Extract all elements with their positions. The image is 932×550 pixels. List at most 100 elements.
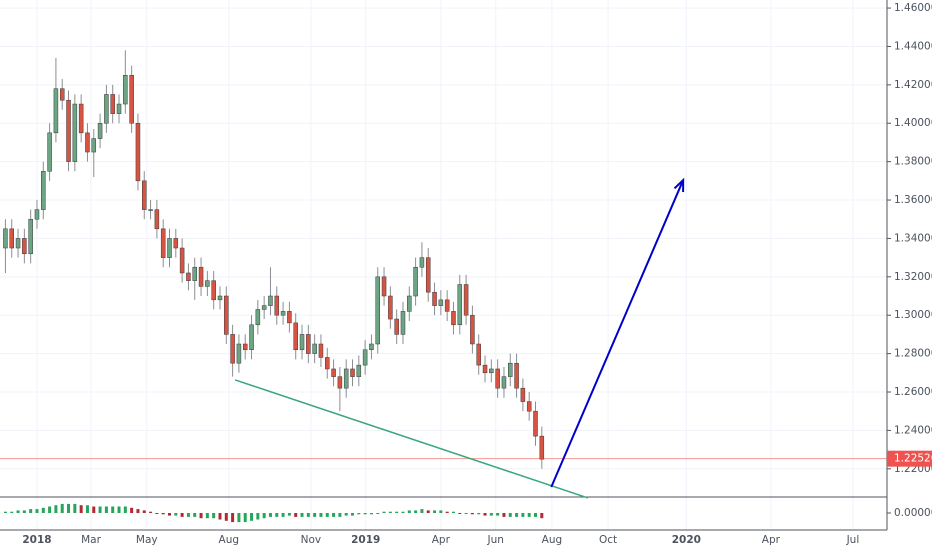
indicator-bar bbox=[262, 513, 266, 519]
indicator-bar bbox=[395, 511, 399, 513]
candle-body bbox=[539, 435, 545, 460]
candle-body bbox=[432, 291, 437, 306]
indicator-bar bbox=[382, 511, 386, 513]
indicator-bar bbox=[73, 503, 77, 513]
indicator-bar bbox=[142, 510, 146, 513]
indicator-bar bbox=[458, 513, 462, 514]
indicator-bar bbox=[3, 511, 7, 513]
candle-body bbox=[85, 132, 90, 153]
candle-body bbox=[34, 209, 40, 220]
candle-body bbox=[413, 266, 418, 297]
x-tick-label: 2020 bbox=[672, 534, 701, 546]
indicator-bar bbox=[117, 506, 121, 513]
indicator-bar bbox=[433, 510, 437, 513]
candle-body bbox=[495, 368, 500, 389]
candle-body bbox=[470, 314, 475, 345]
indicator-bar bbox=[388, 511, 392, 513]
x-tick-label: Apr bbox=[762, 534, 781, 546]
indicator-bar bbox=[10, 511, 14, 513]
candle-body bbox=[482, 364, 488, 374]
candle-body bbox=[457, 284, 463, 326]
candle-body bbox=[142, 180, 147, 210]
indicator-bar bbox=[325, 513, 329, 517]
indicator-bar bbox=[79, 505, 83, 513]
indicator-bar bbox=[287, 513, 291, 516]
indicator-bar bbox=[35, 509, 39, 513]
candle-body bbox=[362, 349, 368, 366]
candle-body bbox=[312, 343, 317, 354]
candle-body bbox=[116, 103, 122, 114]
indicator-bar bbox=[250, 513, 254, 521]
candle-body bbox=[388, 295, 393, 320]
indicator-bar bbox=[237, 513, 241, 523]
candle-body bbox=[381, 276, 387, 297]
indicator-bar bbox=[48, 506, 52, 513]
candle-body bbox=[242, 343, 248, 351]
indicator-bar bbox=[477, 513, 481, 515]
candle-body bbox=[249, 324, 254, 351]
candle-body bbox=[129, 75, 134, 124]
x-tick-label: Jul bbox=[846, 534, 860, 546]
candle-body bbox=[526, 401, 532, 412]
indicator-bar bbox=[243, 513, 247, 523]
indicator-bar bbox=[98, 506, 102, 513]
y-tick-label: 0.00000 bbox=[894, 507, 932, 519]
candle-body bbox=[343, 368, 349, 389]
candle-body bbox=[520, 387, 526, 402]
candle-body bbox=[198, 266, 204, 287]
indicator-bar bbox=[281, 513, 285, 517]
candle-body bbox=[15, 238, 21, 249]
y-tick-label: 1.36000 bbox=[894, 194, 932, 206]
indicator-bar bbox=[445, 511, 449, 513]
y-tick-label: 1.28000 bbox=[894, 348, 932, 360]
indicator-bar bbox=[363, 513, 367, 515]
candle-body bbox=[337, 376, 343, 389]
candle-body bbox=[261, 305, 267, 310]
x-tick-label: Mar bbox=[81, 534, 101, 546]
indicator-bar bbox=[489, 513, 493, 516]
y-tick-label: 1.24000 bbox=[894, 424, 932, 436]
arrow bbox=[550, 179, 685, 488]
candle-body bbox=[425, 257, 431, 293]
candle-body bbox=[274, 295, 280, 316]
candle-body bbox=[123, 75, 128, 105]
indicator-bar bbox=[464, 513, 468, 514]
indicator-bar bbox=[92, 506, 96, 513]
candle-body bbox=[3, 228, 8, 249]
indicator-bar bbox=[218, 513, 222, 520]
candle-body bbox=[59, 88, 65, 101]
indicator-bar bbox=[256, 513, 260, 520]
indicator-bar bbox=[199, 513, 203, 519]
candle-body bbox=[110, 94, 115, 114]
indicator-bar bbox=[414, 510, 418, 513]
indicator-bar bbox=[224, 513, 228, 521]
candle-body bbox=[350, 368, 355, 377]
candle-body bbox=[179, 247, 185, 274]
indicator-bar bbox=[136, 509, 140, 513]
candle-body bbox=[28, 218, 33, 255]
candle-body bbox=[533, 410, 538, 437]
candle-body bbox=[186, 272, 191, 281]
candle-body bbox=[280, 311, 286, 316]
indicator-bar bbox=[502, 513, 506, 517]
candle-body bbox=[167, 238, 172, 258]
candle-body bbox=[356, 364, 362, 377]
candle-body bbox=[255, 309, 261, 326]
indicator-bar bbox=[357, 513, 361, 515]
indicator-bar bbox=[319, 513, 323, 517]
trendline bbox=[234, 379, 589, 499]
candle-body bbox=[91, 138, 97, 153]
indicator-bar bbox=[104, 506, 108, 513]
indicator-bar bbox=[22, 510, 26, 513]
candle-body bbox=[97, 122, 103, 139]
candle-body bbox=[438, 299, 444, 306]
candle-body bbox=[287, 311, 292, 324]
candle-body bbox=[419, 257, 425, 268]
candle-body bbox=[160, 228, 166, 258]
x-tick-label: Jun bbox=[487, 534, 504, 546]
y-tick-label: 1.30000 bbox=[894, 309, 932, 321]
indicator-bar bbox=[149, 511, 153, 513]
candle-body bbox=[451, 311, 456, 326]
